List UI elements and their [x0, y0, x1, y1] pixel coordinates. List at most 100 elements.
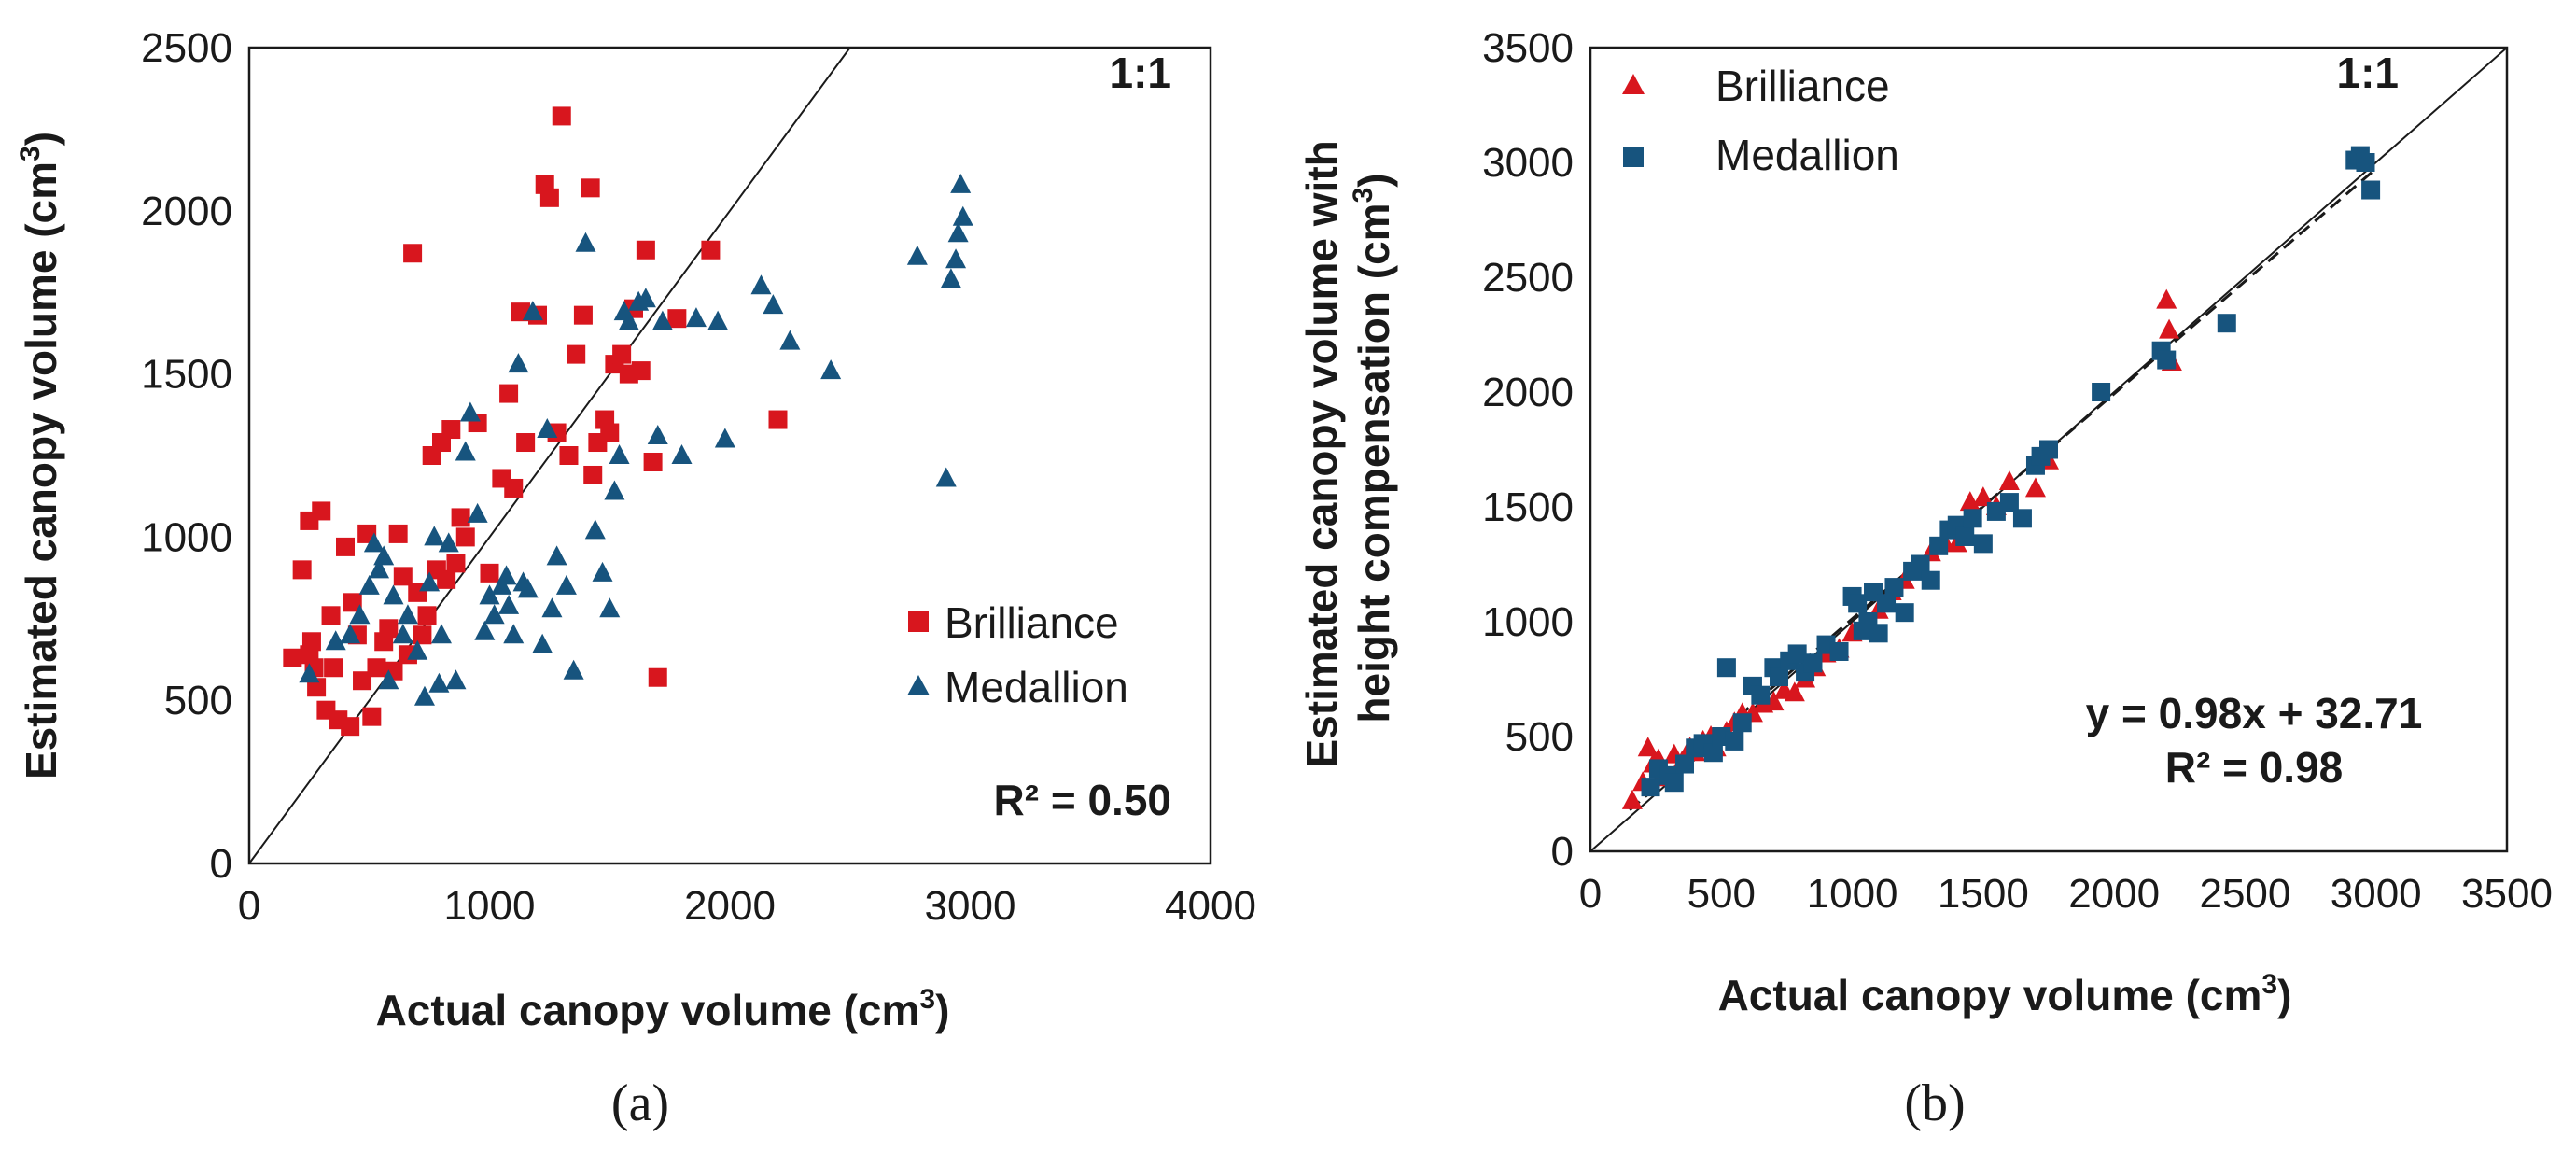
- panel-b-chart: 0 500 1000 1500 2000 2500 3000 3500 0 500 1000 150…: [1297, 25, 2553, 1019]
- panel-b-x-tick-label: 0: [1579, 871, 1602, 917]
- data-point-brilliance: [643, 452, 663, 471]
- data-point-brilliance: [499, 384, 519, 403]
- panel-a-legend-brilliance-marker: [908, 611, 929, 632]
- panel-b-y-tick-label: 3500: [1482, 25, 1574, 71]
- data-point-medallion: [750, 274, 772, 295]
- data-point-medallion: [651, 310, 673, 330]
- data-point-medallion: [707, 310, 729, 330]
- data-point-brilliance: [393, 567, 413, 586]
- data-point-brilliance: [451, 508, 470, 527]
- data-point-medallion: [940, 268, 961, 288]
- panel-b-x-axis-title: Actual canopy volume (cm3): [1718, 969, 2292, 1019]
- data-point-medallion: [647, 425, 668, 445]
- data-point-medallion: [945, 248, 967, 269]
- data-point-medallion: [546, 545, 567, 566]
- data-point-brilliance: [600, 423, 620, 442]
- panel-b-y-tick-label: 3000: [1482, 140, 1574, 186]
- data-point-medallion: [1787, 644, 1807, 664]
- panel-b-y-tick-label: 500: [1505, 714, 1574, 760]
- data-point-brilliance: [2159, 318, 2180, 339]
- panel-b-x-tick-label: 3500: [2461, 871, 2553, 917]
- data-point-medallion: [671, 444, 693, 464]
- panel-b-label: (b): [1904, 1074, 1965, 1132]
- data-point-medallion: [455, 441, 476, 461]
- data-point-medallion: [522, 301, 543, 321]
- data-point-brilliance: [539, 188, 559, 207]
- data-point-brilliance: [581, 178, 600, 198]
- data-point-medallion: [1641, 778, 1660, 797]
- data-point-medallion: [378, 669, 399, 690]
- data-point-medallion: [2217, 314, 2236, 333]
- data-point-medallion: [445, 669, 467, 690]
- data-point-brilliance: [2024, 477, 2046, 498]
- data-point-brilliance: [343, 593, 362, 612]
- data-point-brilliance: [336, 537, 355, 556]
- data-point-medallion: [935, 467, 957, 487]
- panel-a-x-tick-label: 2000: [684, 883, 776, 929]
- data-point-medallion: [2092, 383, 2111, 401]
- data-point-medallion: [906, 245, 928, 265]
- data-point-medallion: [563, 659, 584, 680]
- data-point-medallion: [1829, 641, 1849, 661]
- data-point-medallion: [479, 584, 500, 605]
- data-point-medallion: [431, 624, 452, 644]
- panel-b-one-to-one-label: 1:1: [2337, 49, 2399, 97]
- data-point-brilliance: [768, 410, 788, 429]
- data-point-brilliance: [341, 717, 360, 737]
- data-point-medallion: [1803, 653, 1823, 673]
- panel-a-y-tick-label: 2500: [141, 25, 232, 71]
- data-point-medallion: [424, 526, 445, 546]
- panel-a-legend-medallion-marker: [907, 675, 930, 695]
- panel-a-plot-area: [247, 46, 1212, 865]
- data-point-brilliance: [504, 478, 524, 498]
- panel-b-x-tick-label: 3000: [2331, 871, 2422, 917]
- data-point-brilliance: [612, 344, 632, 364]
- data-point-medallion: [604, 480, 625, 500]
- data-point-brilliance: [283, 648, 302, 667]
- panel-b-legend: Brilliance Medallion: [1622, 62, 1899, 179]
- data-point-brilliance: [567, 344, 586, 364]
- data-point-brilliance: [631, 361, 651, 381]
- data-point-medallion: [369, 558, 390, 579]
- data-point-brilliance: [353, 671, 372, 691]
- panel-b-y-tick-label: 1500: [1482, 484, 1574, 530]
- panel-a-label: (a): [611, 1074, 669, 1132]
- panel-a-y-axis-title: Estimated canopy volume (cm3): [15, 132, 65, 779]
- panel-a-chart: 0 500 1000 1500 2000 2500 0 1000 2000 3000 4000 A…: [15, 25, 1256, 1034]
- data-point-medallion: [340, 624, 361, 644]
- data-point-medallion: [498, 594, 520, 614]
- data-point-medallion: [2039, 440, 2058, 459]
- data-point-brilliance: [667, 309, 687, 329]
- data-point-medallion: [467, 502, 488, 523]
- panel-b-y-axis-title: Estimated canopy volume with height comp…: [1297, 128, 1398, 767]
- data-point-medallion: [1751, 685, 1771, 705]
- data-point-brilliance: [2156, 288, 2177, 309]
- data-point-medallion: [428, 672, 450, 693]
- data-point-medallion: [383, 584, 404, 605]
- panel-a-legend-brilliance-label: Brilliance: [945, 598, 1119, 647]
- panel-a-y-tick-label: 1500: [141, 352, 232, 398]
- panel-a-one-to-one-label: 1:1: [1110, 49, 1171, 97]
- panel-a-frame: [247, 46, 1212, 865]
- data-point-medallion: [1716, 658, 1736, 678]
- data-point-medallion: [618, 310, 639, 330]
- data-point-medallion: [407, 639, 428, 660]
- data-point-brilliance: [437, 569, 456, 589]
- data-point-medallion: [779, 330, 801, 350]
- panel-b-x-tick-labels: 0 500 1000 1500 2000 2500 3000 3500: [1579, 871, 2553, 917]
- panel-b-y-tick-label: 0: [1551, 829, 1574, 875]
- data-point-medallion: [609, 444, 630, 464]
- panel-a-x-tick-label: 3000: [925, 883, 1016, 929]
- panel-a-x-tick-labels: 0 1000 2000 3000 4000: [238, 883, 1256, 929]
- panel-b-r2-annotation: R² = 0.98: [2165, 743, 2344, 792]
- panel-a-y-tick-label: 1000: [141, 514, 232, 560]
- data-point-medallion: [1725, 731, 1744, 751]
- data-point-brilliance: [362, 707, 382, 726]
- data-point-medallion: [2361, 180, 2381, 200]
- data-point-medallion: [413, 685, 435, 706]
- data-point-medallion: [299, 663, 320, 683]
- data-point-brilliance: [292, 560, 312, 580]
- data-point-medallion: [947, 222, 969, 243]
- panel-b-legend-medallion-label: Medallion: [1715, 131, 1899, 179]
- data-point-medallion: [592, 561, 613, 582]
